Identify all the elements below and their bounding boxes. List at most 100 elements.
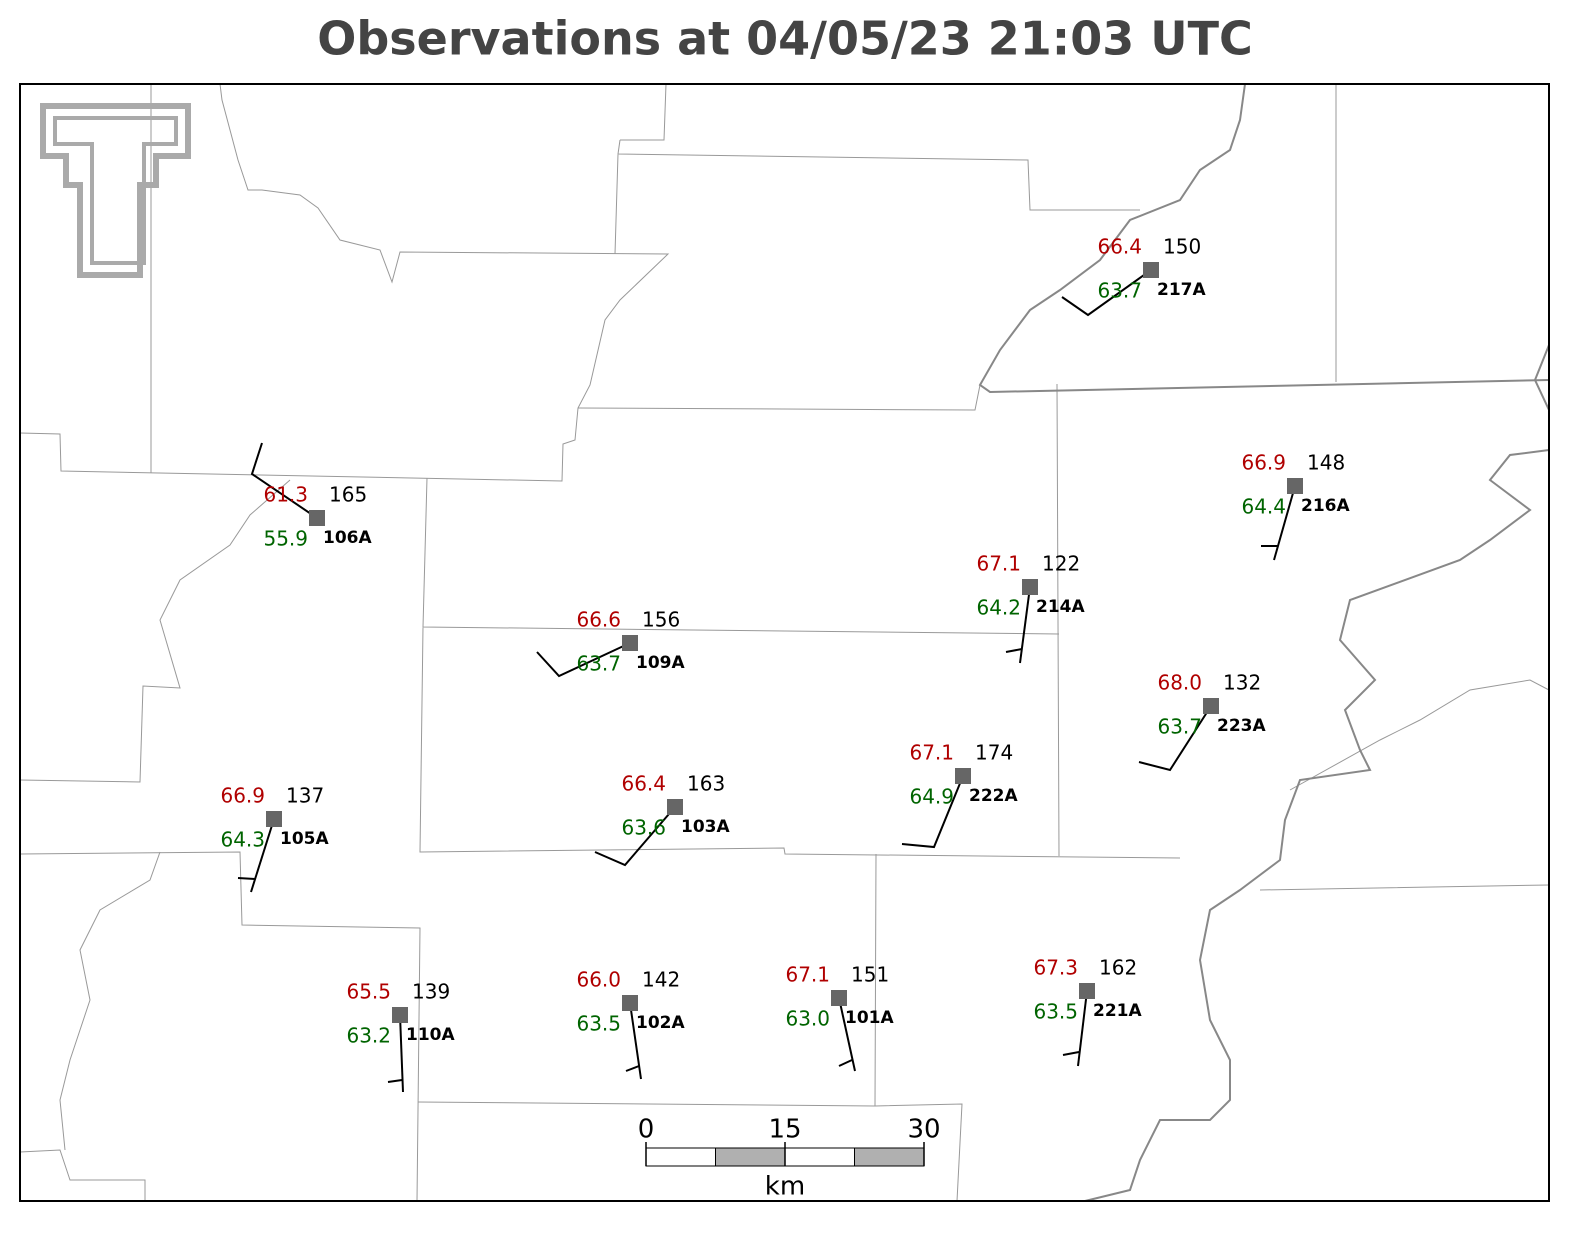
scale-segment [854, 1147, 925, 1167]
station: 68.0 132 63.7 223A [1138, 671, 1266, 772]
station: 67.1 122 64.2 214A [976, 552, 1085, 664]
station-marker [622, 635, 638, 651]
temperature: 66.6 [576, 608, 621, 632]
station: 65.5 139 63.2 110A [346, 980, 455, 1093]
station: 66.4 150 63.7 217A [1061, 235, 1206, 317]
dewpoint: 63.5 [576, 1012, 621, 1036]
scale-unit: km [765, 1172, 805, 1202]
station: 66.9 137 64.3 105A [220, 784, 329, 893]
station: 61.3 165 55.9 106A [250, 442, 372, 551]
dewpoint: 63.7 [1157, 715, 1202, 739]
station-id: 103A [681, 817, 730, 837]
scale-label: 15 [768, 1115, 801, 1145]
dewpoint: 64.3 [220, 828, 265, 852]
station-marker [1022, 579, 1038, 595]
pressure: 137 [286, 784, 324, 808]
dewpoint: 63.6 [621, 816, 666, 840]
temperature: 66.9 [1241, 451, 1286, 475]
temperature: 66.4 [621, 772, 666, 796]
pressure: 148 [1307, 451, 1345, 475]
station-marker [831, 990, 847, 1006]
wind-barb-flag [838, 1059, 853, 1067]
scale-bar: 0 15 30 km [638, 1115, 941, 1202]
pressure: 132 [1223, 671, 1261, 695]
pressure: 151 [851, 963, 889, 987]
wind-barb [1138, 705, 1212, 772]
dewpoint: 63.2 [346, 1024, 391, 1048]
dewpoint: 64.2 [976, 596, 1021, 620]
scale-segment [715, 1147, 786, 1167]
wind-barb [536, 642, 631, 678]
wind-barb-flag [237, 877, 256, 880]
station-id: 217A [1157, 280, 1206, 300]
station: 66.9 148 64.4 216A [1241, 451, 1350, 561]
station-id: 105A [280, 829, 329, 849]
temperature: 67.1 [909, 741, 954, 765]
station-id: 106A [323, 528, 372, 548]
station-id: 101A [845, 1008, 894, 1028]
dewpoint: 63.7 [576, 652, 621, 676]
station: 67.1 174 64.9 222A [901, 741, 1018, 849]
dewpoint: 63.5 [1033, 1000, 1078, 1024]
pressure: 150 [1163, 235, 1201, 259]
wind-barb [399, 1014, 404, 1093]
station: 66.6 156 63.7 109A [536, 608, 685, 678]
pressure: 122 [1042, 552, 1080, 576]
pressure: 162 [1099, 956, 1137, 980]
scale-segment [784, 1147, 855, 1167]
station-marker [1203, 698, 1219, 714]
temperature: 67.3 [1033, 956, 1078, 980]
dewpoint: 64.4 [1241, 495, 1286, 519]
temperature: 66.9 [220, 784, 265, 808]
temperature: 67.1 [976, 552, 1021, 576]
scale-label: 0 [638, 1115, 655, 1145]
temperature: 66.0 [576, 968, 621, 992]
dewpoint: 64.9 [909, 785, 954, 809]
boundaries [19, 83, 1550, 1202]
dewpoint: 55.9 [263, 527, 308, 551]
station-marker [392, 1007, 408, 1023]
dewpoint: 63.7 [1097, 279, 1142, 303]
station: 67.1 151 63.0 101A [785, 963, 894, 1072]
temperature: 65.5 [346, 980, 391, 1004]
wind-barb [594, 806, 676, 867]
station-marker [955, 768, 971, 784]
dewpoint: 63.0 [785, 1007, 830, 1031]
wind-barb-flag [1005, 648, 1023, 653]
pressure: 174 [975, 741, 1013, 765]
pressure: 163 [687, 772, 725, 796]
station-id: 223A [1217, 716, 1266, 736]
wind-barb-flag [387, 1079, 403, 1083]
station-id: 214A [1036, 597, 1085, 617]
scale-label: 30 [907, 1115, 940, 1145]
station-id: 109A [636, 653, 685, 673]
station-marker [266, 811, 282, 827]
station-marker [667, 799, 683, 815]
station-marker [622, 995, 638, 1011]
pressure: 156 [642, 608, 680, 632]
station-id: 221A [1093, 1001, 1142, 1021]
wind-barb-flag [625, 1065, 640, 1072]
wind-barb [1273, 485, 1296, 561]
station-id: 222A [969, 786, 1018, 806]
logo [40, 103, 191, 278]
station: 66.0 142 63.5 102A [576, 968, 685, 1080]
wind-barb [901, 775, 964, 849]
temperature: 66.4 [1097, 235, 1142, 259]
pressure: 165 [329, 483, 367, 507]
pressure: 139 [412, 980, 450, 1004]
wind-barb [629, 1002, 642, 1080]
station-id: 216A [1301, 496, 1350, 516]
station: 66.4 163 63.6 103A [594, 772, 730, 867]
station-marker [1143, 262, 1159, 278]
wind-barb [1077, 990, 1088, 1067]
wind-barb [838, 997, 856, 1072]
station: 67.3 162 63.5 221A [1033, 956, 1142, 1067]
wind-barb [1019, 586, 1031, 664]
wind-barb-flag [1062, 1051, 1080, 1056]
station-marker [309, 510, 325, 526]
pressure: 142 [642, 968, 680, 992]
temperature: 68.0 [1157, 671, 1202, 695]
